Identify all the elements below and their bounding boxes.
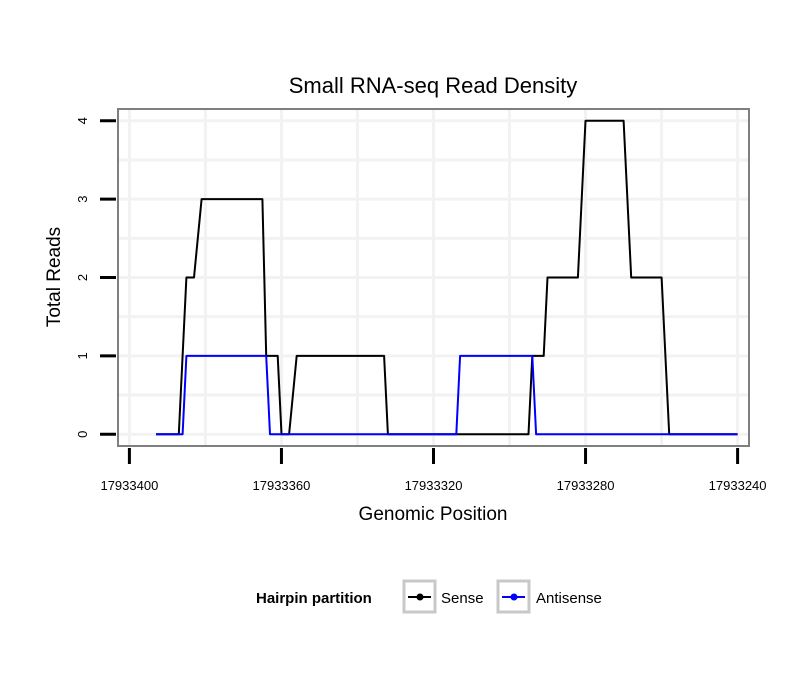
x-tick-label: 17933280 (557, 478, 615, 493)
y-tick-label: 4 (75, 117, 90, 124)
legend-item-sense: Sense (402, 579, 484, 614)
x-tick-label: 17933320 (405, 478, 463, 493)
chart-title: Small RNA-seq Read Density (289, 73, 578, 98)
series-layer (156, 119, 738, 436)
y-tick-label: 2 (75, 274, 90, 281)
y-axis-title: Total Reads (44, 227, 65, 327)
y-tick-label: 0 (75, 431, 90, 438)
legend-key-sense-dot (416, 593, 424, 601)
legend-label-sense: Sense (441, 590, 484, 607)
y-axis: 0 1 2 3 4 (75, 117, 116, 438)
legend-label-antisense: Antisense (536, 590, 602, 607)
x-tick-label: 17933400 (100, 478, 158, 493)
x-axis-title: Genomic Position (359, 504, 508, 525)
series-line-antisense (156, 354, 738, 436)
plot-panel (117, 108, 750, 447)
x-axis: 17933400 17933360 17933320 17933280 17933240 (100, 448, 767, 493)
legend: Hairpin partition Sense Antisense (256, 579, 602, 614)
x-tick-label: 17933240 (709, 478, 767, 493)
y-tick-label: 1 (75, 352, 90, 359)
legend-title: Hairpin partition (256, 590, 372, 607)
legend-item-antisense: Antisense (496, 579, 602, 614)
x-tick-label: 17933360 (253, 478, 311, 493)
legend-key-antisense-dot (510, 593, 518, 601)
y-tick-label: 3 (75, 196, 90, 203)
